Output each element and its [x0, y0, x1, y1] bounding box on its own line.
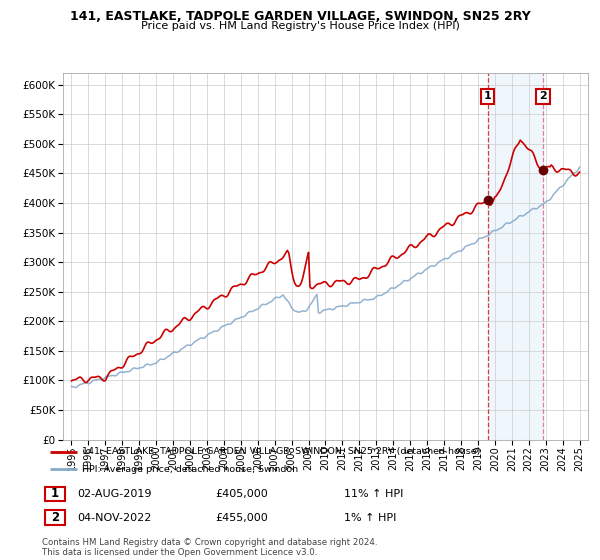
Text: 2: 2	[51, 511, 59, 524]
Text: £405,000: £405,000	[215, 489, 268, 499]
Text: Price paid vs. HM Land Registry's House Price Index (HPI): Price paid vs. HM Land Registry's House …	[140, 21, 460, 31]
Text: 04-NOV-2022: 04-NOV-2022	[77, 512, 151, 522]
Text: HPI: Average price, detached house, Swindon: HPI: Average price, detached house, Swin…	[83, 465, 299, 474]
Text: £455,000: £455,000	[215, 512, 268, 522]
Text: 11% ↑ HPI: 11% ↑ HPI	[344, 489, 404, 499]
Text: 2: 2	[539, 91, 547, 101]
FancyBboxPatch shape	[45, 511, 65, 525]
Text: Contains HM Land Registry data © Crown copyright and database right 2024.
This d: Contains HM Land Registry data © Crown c…	[42, 538, 377, 557]
Text: 02-AUG-2019: 02-AUG-2019	[77, 489, 152, 499]
Text: 1: 1	[484, 91, 491, 101]
Bar	[488, 73, 543, 440]
Text: 1: 1	[51, 487, 59, 500]
Text: 141, EASTLAKE, TADPOLE GARDEN VILLAGE, SWINDON, SN25 2RY: 141, EASTLAKE, TADPOLE GARDEN VILLAGE, S…	[70, 10, 530, 23]
Text: 141, EASTLAKE, TADPOLE GARDEN VILLAGE, SWINDON, SN25 2RY (detached house): 141, EASTLAKE, TADPOLE GARDEN VILLAGE, S…	[83, 447, 481, 456]
FancyBboxPatch shape	[45, 487, 65, 501]
Text: 1% ↑ HPI: 1% ↑ HPI	[344, 512, 397, 522]
